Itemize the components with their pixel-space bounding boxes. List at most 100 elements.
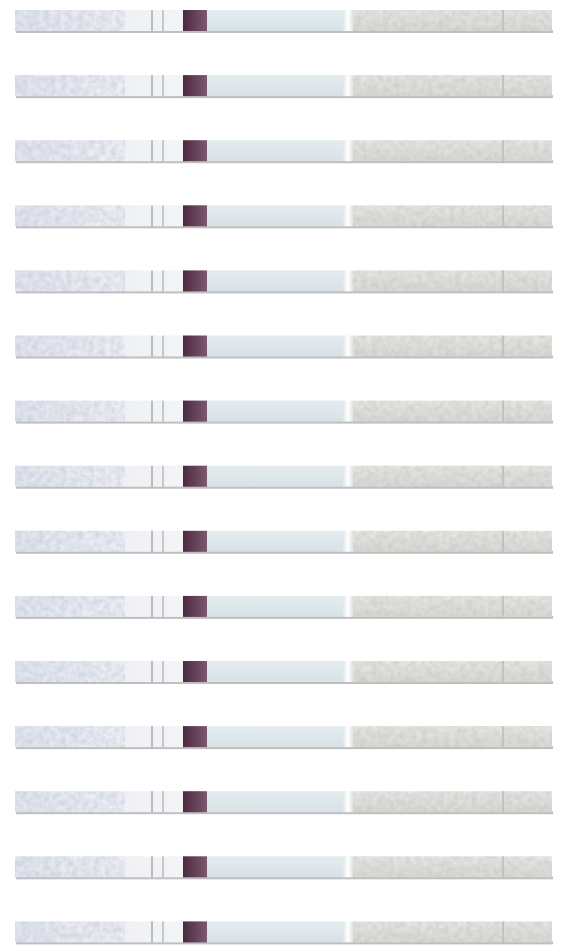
strip-shadow [16,30,553,33]
wick-pad-texture [353,726,552,748]
window-fade [343,726,353,748]
window-fade [343,791,353,813]
result-window [207,465,345,487]
pad-divider [151,270,153,292]
wick-pad-texture [353,10,552,31]
result-window [207,75,345,97]
result-window [207,10,345,31]
sample-pad-texture [15,75,125,97]
wick-pad-texture [353,75,552,97]
strip-shadow [16,681,553,684]
window-fade [343,335,353,357]
strip-shadow [16,160,553,164]
wick-divider [502,856,504,878]
wick-pad-texture [353,465,552,487]
pad-divider [151,400,153,422]
pad-divider [162,400,164,422]
result-window [207,726,345,748]
pad-divider [151,856,153,878]
wick-pad-texture [353,856,552,878]
result-window [207,400,345,422]
test-strip [15,921,553,945]
window-fade [343,205,353,227]
control-band [183,75,207,97]
control-band [183,465,207,487]
wick-pad-texture [353,661,552,682]
pad-divider [151,530,153,552]
result-window [207,270,345,292]
pad-divider [162,921,164,943]
wick-divider [502,921,504,943]
window-fade [343,921,353,943]
pad-divider [162,75,164,97]
wick-pad-texture [353,400,552,422]
strip-shadow [16,941,553,945]
wick-divider [502,595,504,617]
pad-divider [151,465,153,487]
pad-divider [162,791,164,813]
pad-divider [162,726,164,748]
wick-divider [502,400,504,422]
pad-divider [151,726,153,748]
test-strip [15,530,553,554]
wick-divider [502,75,504,97]
sample-pad-texture [15,465,125,487]
pad-divider [162,140,164,162]
strip-shadow [16,290,553,294]
window-fade [343,10,353,31]
wick-pad-texture [353,335,552,357]
result-window [207,335,345,357]
window-fade [343,530,353,552]
strip-shadow [16,355,553,359]
wick-divider [502,10,504,31]
sample-pad-texture [15,661,125,682]
window-fade [343,465,353,487]
window-fade [343,856,353,878]
sample-pad-texture [15,530,125,552]
pad-divider [151,921,153,943]
strip-shadow [16,550,553,554]
wick-pad-texture [353,791,552,813]
result-window [207,921,345,943]
control-band [183,661,207,682]
wick-pad-texture [353,595,552,617]
sample-pad-texture [15,595,125,617]
result-window [207,595,345,617]
wick-divider [502,791,504,813]
window-fade [343,75,353,97]
test-strip [15,205,553,229]
pad-divider [151,335,153,357]
test-strip [15,400,553,424]
strip-shadow [16,876,553,880]
test-strip [15,661,553,684]
wick-divider [502,726,504,748]
pad-divider [162,856,164,878]
sample-pad-texture [15,140,125,162]
pad-divider [151,661,153,682]
sample-pad-texture [15,791,125,813]
wick-divider [502,335,504,357]
wick-divider [502,530,504,552]
test-strip [15,75,553,99]
sample-pad-texture [15,205,125,227]
control-band [183,400,207,422]
control-band [183,791,207,813]
pad-divider [151,75,153,97]
pad-divider [162,595,164,617]
pad-divider [162,465,164,487]
result-window [207,530,345,552]
pad-divider [162,205,164,227]
window-fade [343,400,353,422]
test-strip [15,726,553,750]
test-strip [15,270,553,294]
window-fade [343,661,353,682]
sample-pad-texture [15,10,125,31]
strip-shadow [16,420,553,424]
control-band [183,856,207,878]
test-strip [15,595,553,619]
sample-pad-texture [15,335,125,357]
control-band [183,10,207,31]
window-fade [343,270,353,292]
strip-shadow [16,485,553,489]
